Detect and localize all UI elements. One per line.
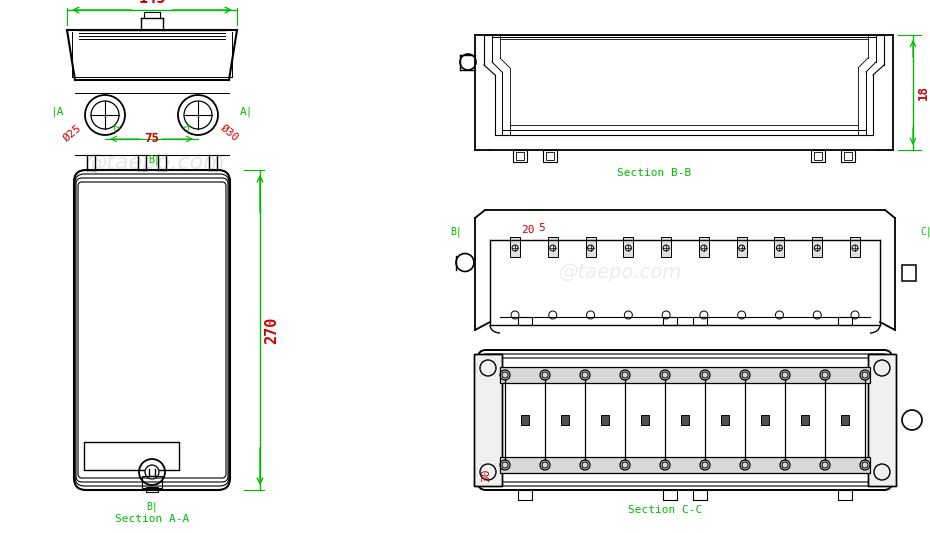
Text: B|: B|: [450, 227, 462, 237]
Bar: [474, 354, 502, 486]
Text: |A: |A: [50, 107, 64, 117]
Text: 18: 18: [917, 85, 930, 100]
Bar: [693, 317, 707, 325]
Text: Section A-A: Section A-A: [115, 514, 189, 524]
Bar: [500, 457, 870, 473]
Bar: [681, 415, 689, 425]
Text: 30: 30: [481, 469, 491, 482]
Text: B|: B|: [148, 155, 160, 165]
Bar: [142, 476, 162, 488]
Bar: [663, 490, 677, 500]
Bar: [844, 152, 852, 160]
Bar: [543, 150, 557, 162]
Text: Section C-C: Section C-C: [628, 505, 702, 515]
Text: Section B-B: Section B-B: [617, 168, 691, 178]
Bar: [663, 317, 677, 325]
Bar: [721, 415, 729, 425]
Bar: [841, 150, 855, 162]
Text: 145: 145: [139, 0, 166, 6]
Text: 270: 270: [264, 316, 279, 344]
Bar: [601, 415, 609, 425]
Bar: [561, 415, 569, 425]
Bar: [641, 415, 649, 425]
Circle shape: [145, 465, 159, 479]
Bar: [902, 264, 916, 280]
Bar: [838, 490, 852, 500]
Bar: [500, 367, 870, 383]
Bar: [761, 415, 769, 425]
Bar: [737, 237, 747, 257]
Bar: [850, 237, 860, 257]
Bar: [510, 237, 520, 257]
Text: 75: 75: [144, 133, 159, 146]
Bar: [518, 490, 532, 500]
Text: Ø30: Ø30: [219, 123, 241, 143]
Bar: [623, 237, 633, 257]
Bar: [868, 354, 896, 486]
Text: 20: 20: [521, 225, 535, 235]
Bar: [868, 354, 896, 486]
Bar: [814, 152, 822, 160]
Bar: [693, 490, 707, 500]
Bar: [811, 150, 825, 162]
Bar: [546, 152, 554, 160]
Bar: [548, 237, 558, 257]
Bar: [474, 354, 502, 486]
Bar: [838, 317, 852, 325]
Text: B|: B|: [146, 502, 158, 513]
Bar: [698, 237, 709, 257]
Bar: [146, 487, 158, 492]
Bar: [516, 152, 524, 160]
Bar: [586, 237, 595, 257]
Bar: [775, 237, 784, 257]
Bar: [801, 415, 809, 425]
Text: @taepo.com: @taepo.com: [558, 263, 682, 282]
Bar: [812, 237, 822, 257]
Text: C|: C|: [920, 227, 930, 237]
Text: @taepo.com: @taepo.com: [85, 153, 225, 173]
Text: A|: A|: [240, 107, 254, 117]
Text: 5: 5: [538, 223, 545, 233]
Bar: [521, 415, 529, 425]
Text: Ø25: Ø25: [62, 123, 84, 143]
Bar: [513, 150, 527, 162]
Bar: [841, 415, 849, 425]
Bar: [84, 442, 179, 470]
Bar: [661, 237, 671, 257]
Bar: [518, 317, 532, 325]
